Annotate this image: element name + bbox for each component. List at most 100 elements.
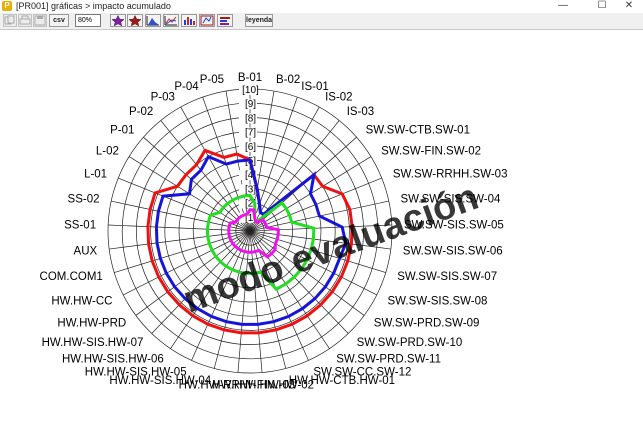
tick-label: [10] (242, 85, 259, 96)
window-title: [PR001] gráficas > impacto acumulado (16, 1, 171, 11)
grid-spoke (237, 230, 251, 373)
category-label: HW.HW-PRD (57, 318, 126, 330)
zoom-field[interactable]: 80% (75, 14, 101, 27)
area-chart-button[interactable] (145, 14, 161, 27)
tick-label: [2] (245, 199, 256, 210)
tick-label-bg (239, 141, 257, 152)
radar-red-button[interactable] (127, 14, 143, 27)
category-label: HW.HW-SIS.HW-06 (62, 354, 164, 366)
grid-spoke (249, 230, 365, 316)
radar-purple-button[interactable] (110, 14, 126, 27)
grid-spoke (114, 230, 251, 273)
minimize-button[interactable]: — (558, 0, 568, 11)
category-label: P-04 (174, 81, 199, 93)
category-label: SW.SW-PRD.SW-09 (374, 318, 480, 330)
category-label: SW.SW-FIN.SW-02 (381, 145, 481, 157)
csv-button[interactable]: csv (49, 14, 69, 27)
copy-button[interactable] (3, 14, 17, 27)
print-icon (19, 15, 31, 25)
grid-spoke (249, 230, 386, 273)
maximize-button[interactable]: ☐ (597, 0, 607, 11)
line-chart-button[interactable] (163, 14, 179, 27)
series-line (205, 193, 316, 292)
grid-spoke (213, 230, 251, 369)
bar-flag-icon (220, 17, 230, 25)
category-label: SW.SW-SIS.SW-08 (388, 295, 488, 307)
print-button[interactable] (18, 14, 32, 27)
grid-spoke (249, 230, 330, 349)
tick-label: [3] (245, 184, 256, 195)
grid-spoke (151, 230, 251, 334)
category-label: AUX (74, 246, 98, 258)
category-label: SW.SW-SIS.SW-07 (397, 271, 497, 283)
tick-label-bg (239, 198, 257, 209)
title-bar: P [PR001] gráficas > impacto acumulado —… (0, 0, 643, 13)
category-label: HW.HW-CTB.HW-01 (289, 375, 395, 387)
category-label: B-02 (276, 74, 300, 86)
grid-spoke (249, 230, 287, 369)
tick-label: [4] (245, 170, 256, 181)
category-label: SW.SW-PRD.SW-11 (336, 354, 441, 366)
legend-button[interactable]: leyenda (245, 14, 273, 27)
category-label: IS-03 (347, 106, 375, 118)
category-label: SS-01 (64, 220, 96, 232)
series-line (227, 208, 280, 259)
radar-chart-icon (200, 15, 214, 26)
radar-chart-button[interactable] (199, 14, 215, 27)
bar-chart-icon (184, 17, 195, 25)
grid-spoke (191, 230, 251, 361)
tick-label: [1] (245, 213, 256, 224)
category-label: SW.SW-CTB.SW-01 (366, 124, 470, 136)
category-label: SW.SW-CC.SW-12 (313, 366, 411, 378)
grid-spoke (135, 230, 251, 316)
grid-spoke (109, 230, 251, 250)
category-label: HW.HW-SIS.HW-07 (42, 337, 144, 349)
grid-spoke (180, 106, 251, 232)
tick-label-bg (239, 212, 257, 223)
grid-spoke (249, 230, 377, 296)
category-label: P-03 (151, 92, 175, 104)
copy-icon (4, 15, 15, 25)
bar-chart-button[interactable] (181, 14, 197, 27)
category-label: P-02 (129, 106, 153, 118)
category-label: HW.HW-SIS.HW-05 (85, 366, 187, 378)
bar-flag-button[interactable] (217, 14, 233, 27)
save-button[interactable] (33, 14, 47, 27)
tick-label: [9] (245, 99, 256, 110)
tick-label: [6] (245, 142, 256, 153)
star-purple-icon (111, 15, 125, 26)
tick-label: [7] (245, 128, 256, 139)
category-label: SW.SW-PRD.SW-10 (357, 337, 463, 349)
category-label: SW.SW-RRHH.SW-03 (393, 169, 508, 181)
star-red-icon (128, 15, 142, 26)
category-label: SW.SW-SIS.SW-06 (403, 246, 503, 258)
area-chart-icon (146, 16, 159, 26)
grid-spoke (249, 230, 263, 373)
category-label: IS-01 (301, 81, 329, 93)
toolbar: csv 80% leyenda (0, 13, 643, 30)
category-label: SW.SW-SIS.SW-04 (401, 194, 502, 206)
category-label: L-02 (96, 145, 119, 157)
close-button[interactable]: ✕ (624, 0, 634, 11)
category-label: HW.HW-SIS.HW-04 (109, 375, 211, 387)
tick-label: [8] (245, 113, 256, 124)
grid-spoke (170, 230, 251, 349)
tick-label-bg (239, 127, 257, 138)
chart-area: [1] [2] [3] [4] [5] [6] [7] [8] [9] [10] B-01 B-02… (0, 30, 643, 440)
grid-spoke (118, 177, 251, 232)
tick-label-bg (239, 113, 257, 124)
category-label: SW.SW-SIS.SW-05 (404, 220, 504, 232)
category-label: HW.HW-CC (51, 295, 112, 307)
grid-spoke (111, 200, 251, 232)
category-label: L-01 (84, 169, 107, 181)
grid-spoke (143, 136, 251, 232)
series-line (146, 148, 354, 335)
grid-spoke (249, 96, 298, 232)
category-label: P-01 (110, 124, 134, 136)
grid-spoke (123, 230, 251, 296)
series-line (154, 154, 348, 326)
tick-label-bg (239, 85, 257, 95)
category-label: P-05 (200, 74, 224, 86)
category-label: HW.HW-FIN.HW-02 (212, 379, 314, 391)
